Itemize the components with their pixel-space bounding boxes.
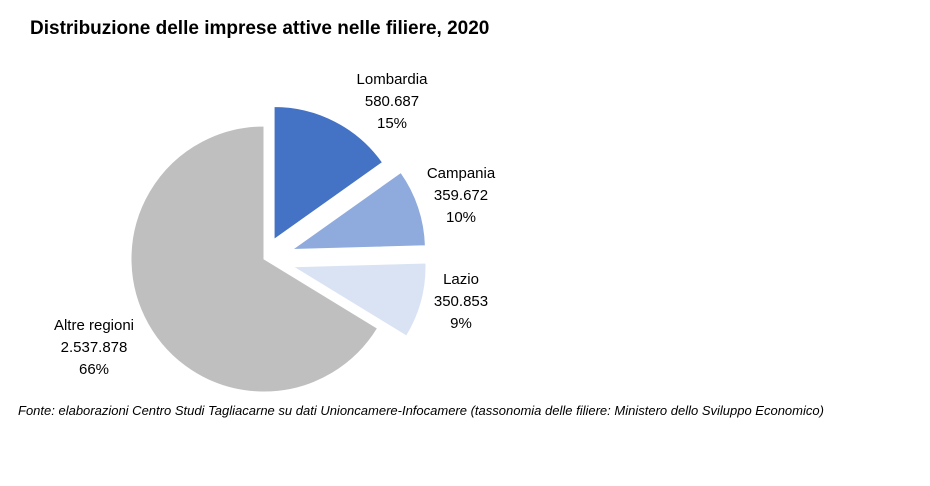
slice-label-altre-regioni: Altre regioni 2.537.878 66%	[54, 317, 134, 378]
slice-label-lombardia: Lombardia 580.687 15%	[357, 71, 429, 132]
pie-slice-campania	[290, 171, 426, 251]
slice-label-campania: Campania 359.672 10%	[427, 165, 496, 226]
slice-label-lazio: Lazio 350.853 9%	[434, 271, 488, 332]
pie-chart: Lombardia 580.687 15% Campania 359.672 10% Laz…	[54, 71, 496, 393]
source-note: Fonte: elaborazioni Centro Studi Tagliac…	[18, 403, 824, 418]
chart-title: Distribuzione delle imprese attive nelle…	[30, 18, 490, 39]
pie-slice-lombardia	[273, 105, 384, 241]
pie-slice-lazio	[291, 262, 427, 337]
pie-slice-altre-regioni	[130, 125, 379, 393]
